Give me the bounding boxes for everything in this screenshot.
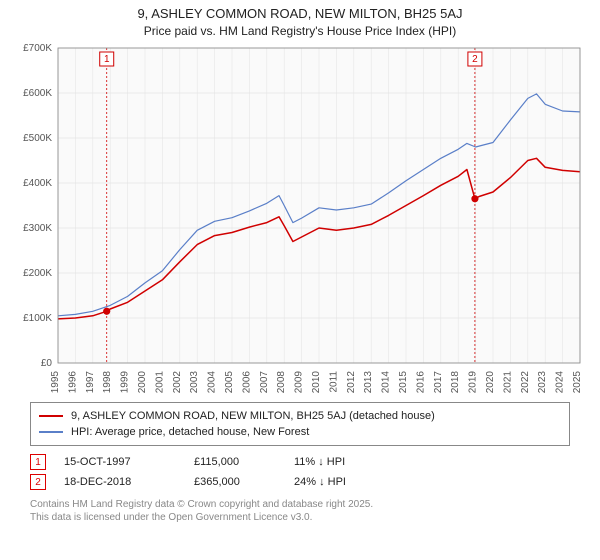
footnote-line2: This data is licensed under the Open Gov… xyxy=(30,511,570,524)
legend: 9, ASHLEY COMMON ROAD, NEW MILTON, BH25 … xyxy=(30,402,570,446)
data-point-row: 2 18-DEC-2018 £365,000 24% ↓ HPI xyxy=(30,472,570,492)
svg-text:1998: 1998 xyxy=(102,371,113,394)
svg-text:2019: 2019 xyxy=(468,371,479,394)
svg-text:2022: 2022 xyxy=(520,371,531,394)
svg-text:1997: 1997 xyxy=(85,371,96,394)
footnote-line1: Contains HM Land Registry data © Crown c… xyxy=(30,498,570,511)
data-point-price: £115,000 xyxy=(194,456,294,468)
data-point-date: 18-DEC-2018 xyxy=(64,476,194,488)
price-chart: £0 £100K £200K £300K £400K £500K £600K £700K 199… xyxy=(10,38,590,398)
svg-text:2025: 2025 xyxy=(572,371,583,394)
data-point-delta: 24% ↓ HPI xyxy=(294,476,404,488)
svg-text:2: 2 xyxy=(472,54,478,65)
svg-text:2004: 2004 xyxy=(207,371,218,394)
svg-text:1: 1 xyxy=(104,54,110,65)
svg-text:2018: 2018 xyxy=(450,371,461,394)
data-point-row: 1 15-OCT-1997 £115,000 11% ↓ HPI xyxy=(30,452,570,472)
svg-text:£100K: £100K xyxy=(23,313,52,324)
svg-text:2001: 2001 xyxy=(154,371,165,394)
legend-label-hpi: HPI: Average price, detached house, New … xyxy=(71,426,309,438)
svg-text:2014: 2014 xyxy=(381,371,392,394)
svg-text:1995: 1995 xyxy=(50,371,61,394)
svg-text:2010: 2010 xyxy=(311,371,322,394)
svg-text:1999: 1999 xyxy=(120,371,131,394)
svg-text:£300K: £300K xyxy=(23,223,52,234)
title-area: 9, ASHLEY COMMON ROAD, NEW MILTON, BH25 … xyxy=(0,0,600,38)
svg-text:2009: 2009 xyxy=(294,371,305,394)
svg-text:2015: 2015 xyxy=(398,371,409,394)
svg-text:2021: 2021 xyxy=(502,371,513,394)
svg-text:1996: 1996 xyxy=(67,371,78,394)
svg-text:£600K: £600K xyxy=(23,88,52,99)
svg-text:£400K: £400K xyxy=(23,178,52,189)
svg-text:2002: 2002 xyxy=(172,371,183,394)
svg-text:2006: 2006 xyxy=(241,371,252,394)
data-points-table: 1 15-OCT-1997 £115,000 11% ↓ HPI 2 18-DE… xyxy=(30,452,570,492)
svg-text:£0: £0 xyxy=(41,358,53,369)
svg-text:£700K: £700K xyxy=(23,43,52,54)
svg-text:2012: 2012 xyxy=(346,371,357,394)
svg-text:2017: 2017 xyxy=(433,371,444,394)
footnote: Contains HM Land Registry data © Crown c… xyxy=(30,498,570,524)
data-point-date: 15-OCT-1997 xyxy=(64,456,194,468)
data-point-badge: 2 xyxy=(30,474,46,490)
svg-text:£200K: £200K xyxy=(23,268,52,279)
svg-text:2007: 2007 xyxy=(259,371,270,394)
legend-item-paid: 9, ASHLEY COMMON ROAD, NEW MILTON, BH25 … xyxy=(39,408,561,424)
svg-text:2023: 2023 xyxy=(537,371,548,394)
chart-container: 9, ASHLEY COMMON ROAD, NEW MILTON, BH25 … xyxy=(0,0,600,560)
svg-text:2003: 2003 xyxy=(189,371,200,394)
legend-swatch-hpi xyxy=(39,431,63,433)
svg-text:2011: 2011 xyxy=(328,371,339,393)
data-point-badge: 1 xyxy=(30,454,46,470)
svg-text:2005: 2005 xyxy=(224,371,235,394)
svg-text:2008: 2008 xyxy=(276,371,287,394)
legend-swatch-paid xyxy=(39,415,63,417)
svg-text:2000: 2000 xyxy=(137,371,148,394)
svg-text:£500K: £500K xyxy=(23,133,52,144)
data-point-delta: 11% ↓ HPI xyxy=(294,456,404,468)
data-point-price: £365,000 xyxy=(194,476,294,488)
svg-text:2024: 2024 xyxy=(555,371,566,394)
legend-label-paid: 9, ASHLEY COMMON ROAD, NEW MILTON, BH25 … xyxy=(71,410,435,422)
svg-text:2020: 2020 xyxy=(485,371,496,394)
svg-text:2016: 2016 xyxy=(415,371,426,394)
svg-text:2013: 2013 xyxy=(363,371,374,394)
chart-title-address: 9, ASHLEY COMMON ROAD, NEW MILTON, BH25 … xyxy=(0,6,600,21)
legend-item-hpi: HPI: Average price, detached house, New … xyxy=(39,424,561,440)
chart-subtitle: Price paid vs. HM Land Registry's House … xyxy=(0,24,600,38)
